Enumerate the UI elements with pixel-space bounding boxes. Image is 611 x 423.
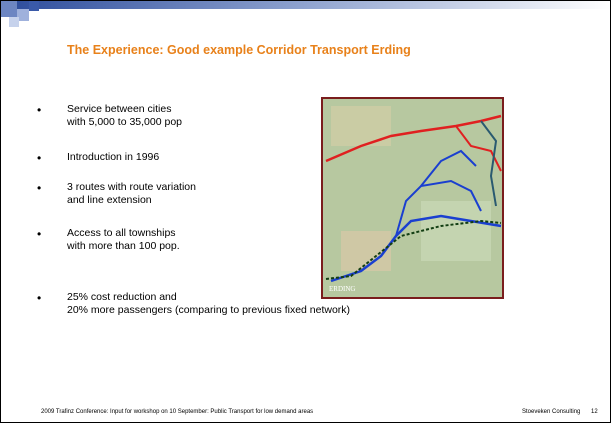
footer-right: Stoeveken Consulting	[522, 409, 580, 415]
slide-title: The Experience: Good example Corridor Tr…	[67, 43, 411, 57]
bullet-dot: •	[37, 227, 41, 241]
footer-left: 2009 Trafinz Conference: Input for works…	[41, 409, 313, 415]
deco-square	[1, 1, 17, 17]
bullet-line: 25% cost reduction and	[67, 291, 350, 304]
deco-square	[9, 17, 19, 27]
bullet-line: Access to all townships	[67, 227, 180, 240]
bullet-dot: •	[37, 181, 41, 195]
bullet-dot: •	[37, 103, 41, 117]
page-number: 12	[591, 409, 598, 415]
bullet-line: with 5,000 to 35,000 pop	[67, 116, 182, 129]
bullet-dot: •	[37, 291, 41, 305]
map: ERDING	[322, 98, 503, 298]
slide: ERDING The Experience: Good example Corr…	[0, 0, 611, 423]
bullet-line: with more than 100 pop.	[67, 240, 180, 253]
bullet-dot: •	[37, 151, 41, 165]
bullet-line: Service between cities	[67, 103, 182, 116]
bullet-line: Introduction in 1996	[67, 151, 159, 164]
deco-square	[29, 1, 39, 11]
bullet-text: Introduction in 1996	[67, 151, 159, 164]
bullet-line: 20% more passengers (comparing to previo…	[67, 304, 350, 317]
top-bar	[1, 1, 610, 9]
decoration: ERDING	[1, 1, 610, 422]
bullet-line: 3 routes with route variation	[67, 181, 196, 194]
bullet-line: and line extension	[67, 194, 196, 207]
